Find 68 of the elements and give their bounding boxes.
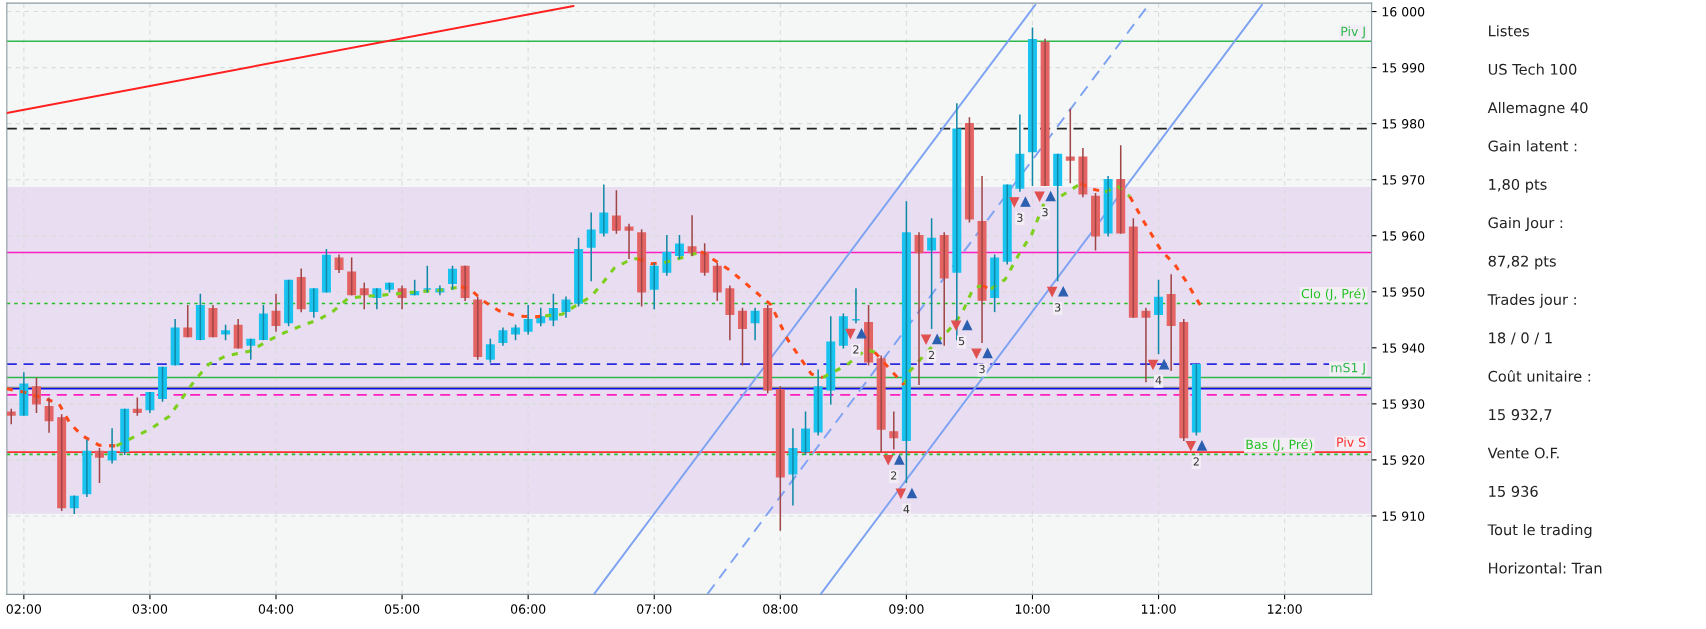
annotation: 4 (1155, 376, 1162, 385)
y-tick-label: 15 970 (1382, 175, 1425, 185)
y-tick-label: 15 990 (1382, 63, 1425, 73)
y-tick-label: 16 000 (1382, 7, 1425, 17)
candlestick (473, 296, 483, 360)
text: 1,80 pts (1489, 178, 1547, 193)
text: Horizontal: Tran (1489, 562, 1602, 574)
x-tick-label: 11:00 (1141, 604, 1176, 614)
candlestick (195, 293, 205, 341)
ref-line-label: Clo (J, Pré) (1301, 288, 1365, 301)
x-tick-label: 02:00 (6, 604, 42, 614)
candlestick (801, 411, 811, 456)
annotation: 3 (979, 364, 985, 374)
candlestick (574, 237, 584, 307)
candlestick (674, 234, 684, 259)
text: Tout le trading (1487, 523, 1592, 539)
candlestick (1191, 363, 1201, 436)
annotation: 5 (958, 336, 965, 346)
x-tick-label: 12:00 (1267, 604, 1302, 614)
candlestick (964, 117, 974, 223)
text: 15 932,7 (1489, 409, 1552, 422)
annotation: 3 (1017, 213, 1023, 222)
candlestick (1128, 218, 1138, 318)
text: Trades jour : (1487, 293, 1576, 308)
x-tick-label: 07:00 (637, 604, 672, 614)
candlestick (95, 447, 104, 484)
text: 18 / 0 / 1 (1489, 332, 1552, 345)
annotation: 2 (928, 350, 935, 360)
y-tick-label: 15 930 (1382, 399, 1425, 409)
ref-line-label: Piv J (1341, 26, 1365, 39)
ref-line-label: Bas (J, Pré) (1246, 438, 1313, 452)
candlestick (1053, 153, 1063, 282)
annotation: 3 (1042, 207, 1048, 217)
y-tick-label: 15 980 (1382, 119, 1425, 129)
x-tick-label: 04:00 (258, 604, 294, 614)
annotation: 2 (1193, 457, 1199, 466)
annotation: 3 (1055, 303, 1061, 312)
ref-line-label: Piv S (1337, 437, 1366, 447)
x-tick-label: 09:00 (889, 604, 924, 614)
ref-line-label: mS1 J (1331, 362, 1365, 375)
y-tick-label: 15 920 (1382, 455, 1425, 465)
candlestick (158, 366, 168, 402)
x-tick-label: 06:00 (510, 604, 546, 614)
text: Vente O.F. (1487, 447, 1559, 459)
y-tick-label: 15 960 (1382, 231, 1425, 241)
text: 15 936 (1489, 485, 1538, 497)
text: Listes (1489, 25, 1529, 37)
text: Allemagne 40 (1487, 101, 1588, 117)
annotation: 4 (903, 505, 910, 514)
text: Coût unitaire : (1488, 369, 1591, 382)
y-tick-label: 15 910 (1382, 511, 1425, 521)
annotation: 2 (891, 471, 897, 480)
y-tick-label: 15 950 (1382, 287, 1425, 297)
annotation: 2 (853, 345, 859, 354)
candlestick (763, 305, 773, 394)
text: Gain Jour : (1488, 217, 1563, 231)
candlestick (611, 190, 621, 234)
x-tick-label: 08:00 (763, 604, 798, 614)
text: Gain latent : (1488, 140, 1577, 152)
text: US Tech 100 (1488, 63, 1577, 75)
x-tick-label: 05:00 (384, 604, 420, 614)
candlestick (347, 257, 357, 296)
x-tick-label: 10:00 (1015, 604, 1050, 614)
candlestick (258, 305, 268, 341)
y-tick-label: 15 940 (1382, 343, 1425, 353)
x-tick-label: 03:00 (132, 604, 168, 614)
text: 87,82 pts (1488, 255, 1556, 270)
candlestick (485, 338, 495, 363)
